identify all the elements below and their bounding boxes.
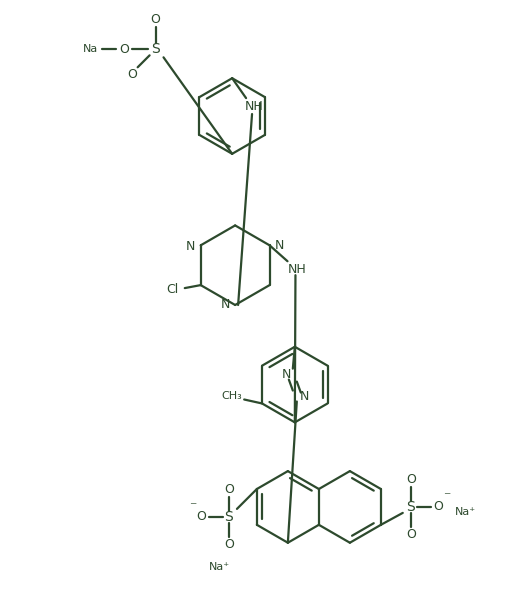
Text: Na: Na: [83, 45, 98, 54]
Text: O: O: [406, 473, 416, 486]
Text: ⁻: ⁻: [190, 500, 197, 514]
Text: ⁻: ⁻: [443, 490, 450, 504]
Text: O: O: [406, 528, 416, 541]
Text: N: N: [275, 239, 284, 252]
Text: NH: NH: [288, 263, 307, 276]
Text: NH: NH: [245, 99, 264, 113]
Text: N: N: [300, 390, 309, 403]
Text: O: O: [151, 13, 160, 26]
Text: Na⁺: Na⁺: [208, 562, 230, 572]
Text: O: O: [224, 538, 234, 551]
Text: Na⁺: Na⁺: [455, 507, 476, 517]
Text: N: N: [220, 298, 230, 310]
Text: O: O: [119, 43, 129, 56]
Text: S: S: [151, 42, 160, 56]
Text: Cl: Cl: [167, 282, 179, 296]
Text: O: O: [224, 483, 234, 495]
Text: O: O: [433, 500, 443, 514]
Text: S: S: [406, 500, 415, 514]
Text: N: N: [186, 240, 195, 253]
Text: N: N: [282, 368, 292, 381]
Text: S: S: [225, 510, 233, 524]
Text: O: O: [196, 511, 206, 523]
Text: O: O: [127, 68, 137, 81]
Text: CH₃: CH₃: [222, 390, 243, 401]
